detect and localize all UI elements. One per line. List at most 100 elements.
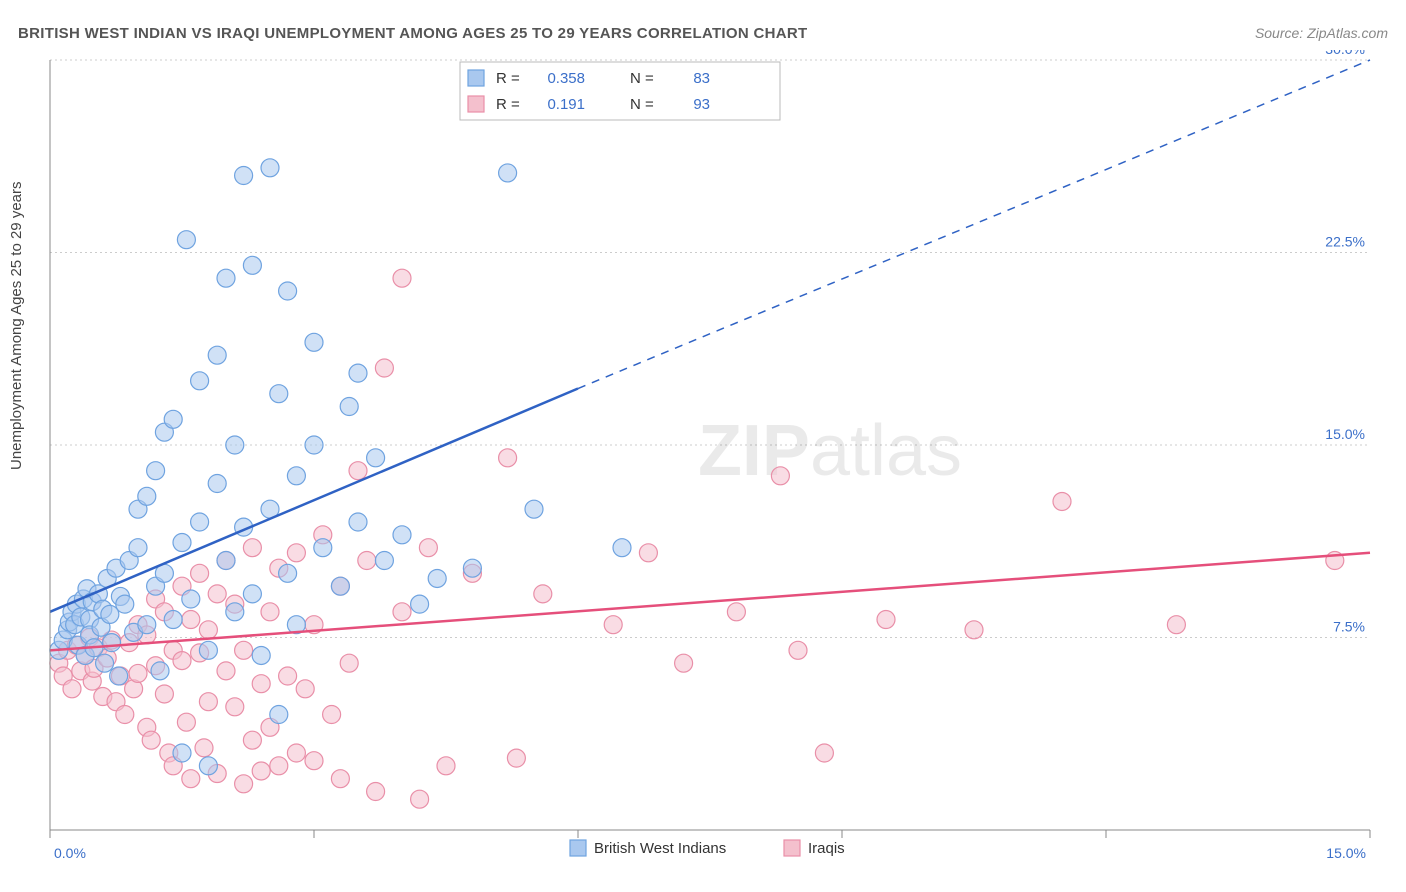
x-tick-label: 15.0%	[1326, 845, 1366, 861]
legend-swatch	[468, 96, 484, 112]
y-tick-label: 30.0%	[1325, 50, 1365, 57]
scatter-point	[279, 282, 297, 300]
scatter-point	[675, 654, 693, 672]
scatter-point	[243, 585, 261, 603]
chart-container: Unemployment Among Ages 25 to 29 years 7…	[0, 50, 1406, 892]
scatter-point	[428, 569, 446, 587]
scatter-point	[243, 256, 261, 274]
scatter-point	[771, 467, 789, 485]
y-tick-label: 22.5%	[1325, 234, 1365, 250]
bottom-legend-swatch	[784, 840, 800, 856]
scatter-point	[463, 559, 481, 577]
scatter-point	[252, 646, 270, 664]
scatter-point	[235, 775, 253, 793]
scatter-point	[252, 675, 270, 693]
scatter-point	[639, 544, 657, 562]
scatter-point	[287, 544, 305, 562]
scatter-point	[261, 603, 279, 621]
x-tick-label: 0.0%	[54, 845, 86, 861]
scatter-point	[155, 685, 173, 703]
scatter-point	[604, 616, 622, 634]
legend-swatch	[468, 70, 484, 86]
legend-n-label: N =	[630, 96, 654, 113]
scatter-point	[375, 359, 393, 377]
scatter-point	[191, 564, 209, 582]
scatter-point	[199, 693, 217, 711]
scatter-point	[199, 621, 217, 639]
bottom-legend-swatch	[570, 840, 586, 856]
scatter-point	[349, 513, 367, 531]
scatter-point	[305, 436, 323, 454]
scatter-point	[534, 585, 552, 603]
scatter-point	[367, 783, 385, 801]
scatter-point	[116, 595, 134, 613]
scatter-point	[208, 475, 226, 493]
chart-title: BRITISH WEST INDIAN VS IRAQI UNEMPLOYMEN…	[18, 25, 807, 42]
y-tick-label: 7.5%	[1333, 619, 1365, 635]
scatter-point	[199, 757, 217, 775]
scatter-point	[815, 744, 833, 762]
chart-source: Source: ZipAtlas.com	[1255, 25, 1388, 41]
scatter-point	[1167, 616, 1185, 634]
scatter-point	[270, 385, 288, 403]
scatter-chart: 7.5%15.0%22.5%30.0%ZIPatlas0.0%15.0%R =0…	[0, 50, 1406, 892]
scatter-point	[296, 680, 314, 698]
scatter-point	[182, 611, 200, 629]
scatter-point	[331, 770, 349, 788]
scatter-point	[252, 762, 270, 780]
scatter-point	[499, 164, 517, 182]
scatter-point	[110, 667, 128, 685]
scatter-point	[235, 641, 253, 659]
scatter-point	[177, 231, 195, 249]
legend-r-label: R =	[496, 96, 520, 113]
scatter-point	[393, 269, 411, 287]
scatter-point	[226, 436, 244, 454]
scatter-point	[217, 662, 235, 680]
scatter-point	[965, 621, 983, 639]
scatter-point	[393, 526, 411, 544]
scatter-point	[279, 564, 297, 582]
scatter-point	[173, 652, 191, 670]
scatter-point	[116, 706, 134, 724]
scatter-point	[103, 634, 121, 652]
scatter-point	[243, 539, 261, 557]
scatter-point	[727, 603, 745, 621]
scatter-point	[340, 654, 358, 672]
scatter-point	[358, 552, 376, 570]
scatter-point	[349, 462, 367, 480]
scatter-point	[138, 487, 156, 505]
scatter-point	[96, 654, 114, 672]
scatter-point	[499, 449, 517, 467]
scatter-point	[63, 680, 81, 698]
scatter-point	[314, 539, 332, 557]
scatter-point	[243, 731, 261, 749]
scatter-point	[217, 552, 235, 570]
scatter-point	[305, 752, 323, 770]
legend-n-value: 83	[693, 70, 710, 87]
scatter-point	[199, 641, 217, 659]
scatter-point	[138, 616, 156, 634]
scatter-point	[279, 667, 297, 685]
scatter-point	[173, 744, 191, 762]
scatter-point	[287, 744, 305, 762]
scatter-point	[151, 662, 169, 680]
scatter-point	[182, 590, 200, 608]
scatter-point	[411, 790, 429, 808]
scatter-point	[877, 611, 895, 629]
bottom-legend-label: British West Indians	[594, 840, 726, 857]
bottom-legend-label: Iraqis	[808, 840, 845, 857]
scatter-point	[437, 757, 455, 775]
scatter-point	[393, 603, 411, 621]
scatter-point	[789, 641, 807, 659]
scatter-point	[208, 585, 226, 603]
scatter-point	[226, 603, 244, 621]
scatter-point	[305, 333, 323, 351]
legend-r-label: R =	[496, 70, 520, 87]
trend-line	[50, 389, 578, 612]
scatter-point	[129, 664, 147, 682]
scatter-point	[270, 706, 288, 724]
scatter-point	[340, 398, 358, 416]
scatter-point	[142, 731, 160, 749]
scatter-point	[164, 611, 182, 629]
scatter-point	[367, 449, 385, 467]
